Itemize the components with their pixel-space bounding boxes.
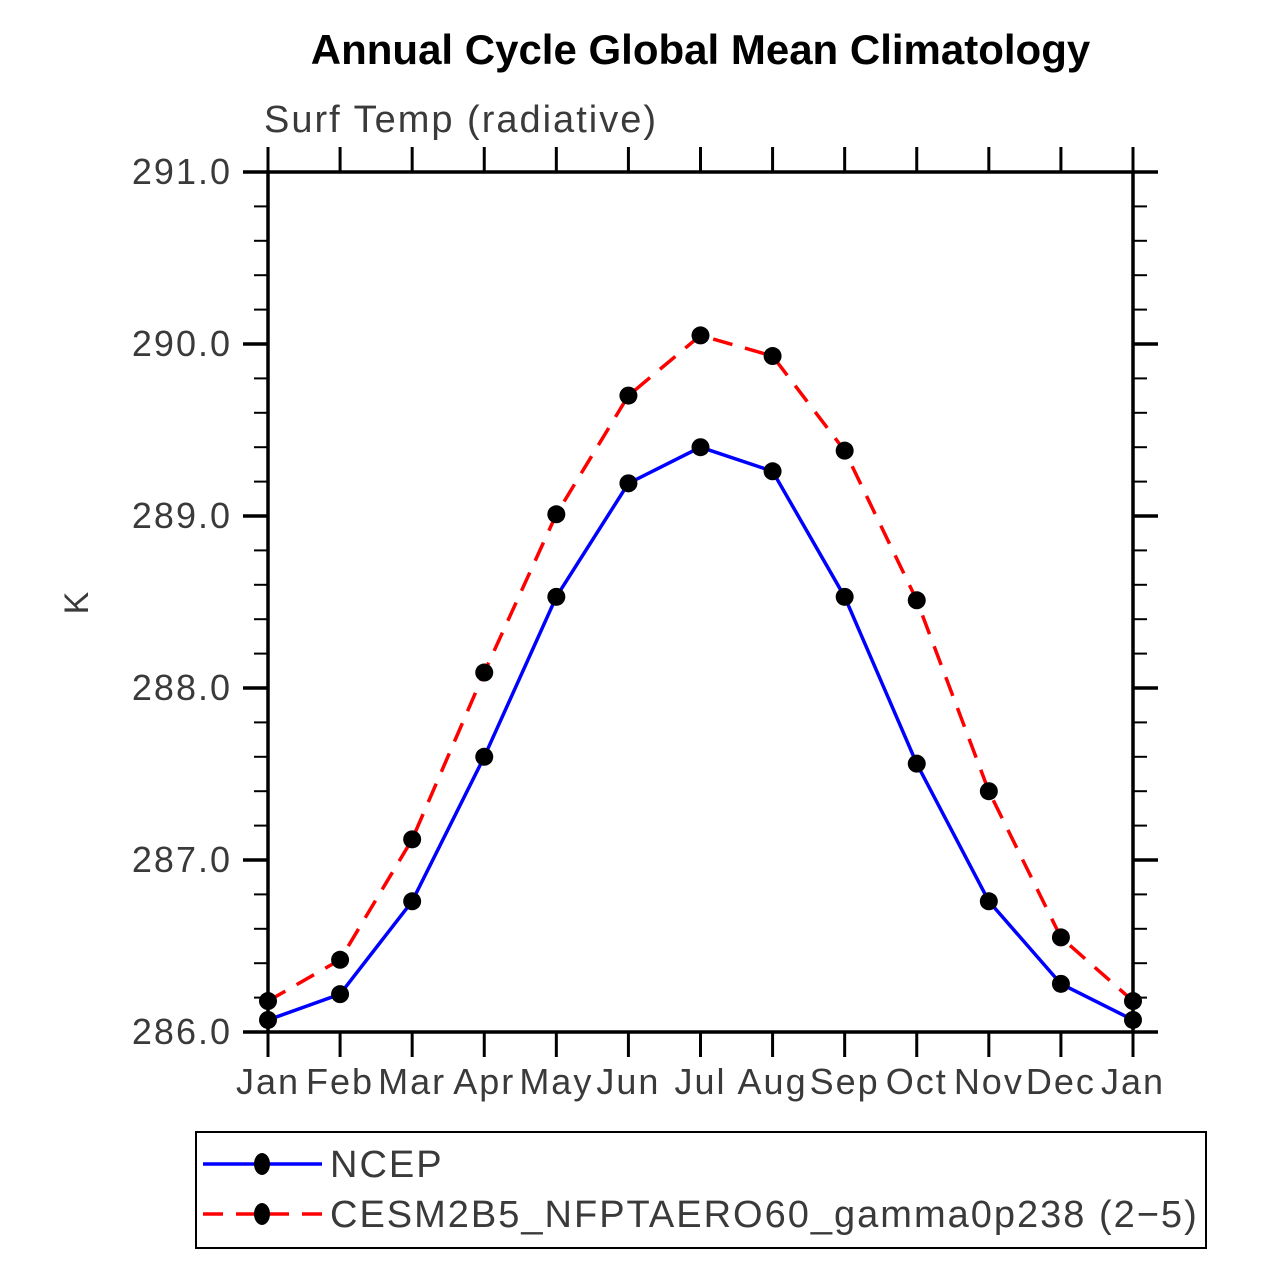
series-marker-0 — [835, 587, 854, 606]
series-marker-0 — [1051, 974, 1070, 993]
x-tick-label: Aug — [738, 1061, 808, 1102]
series-marker-1 — [475, 663, 494, 682]
x-tick-label: Jan — [236, 1061, 300, 1102]
series-marker-0 — [619, 474, 638, 493]
series-marker-0 — [979, 892, 998, 911]
series-marker-1 — [691, 326, 710, 345]
legend-marker-1 — [254, 1203, 270, 1225]
series-marker-1 — [979, 782, 998, 801]
series-marker-1 — [619, 386, 638, 405]
legend-box — [195, 1131, 1207, 1249]
y-tick-label: 290.0 — [132, 323, 232, 364]
series-marker-1 — [907, 591, 926, 610]
x-tick-label: Dec — [1026, 1061, 1096, 1102]
chart-title: Annual Cycle Global Mean Climatology — [311, 26, 1091, 73]
x-tick-label: Jun — [596, 1061, 660, 1102]
series-marker-0 — [547, 587, 566, 606]
x-tick-label: Mar — [378, 1061, 446, 1102]
series-marker-0 — [331, 985, 350, 1004]
legend-label-1: CESM2B5_NFPTAERO60_gamma0p238 (2−5) — [330, 1194, 1199, 1236]
y-tick-label: 291.0 — [132, 151, 232, 192]
x-tick-label: May — [519, 1061, 593, 1102]
x-tick-label: Sep — [810, 1061, 880, 1102]
series-marker-1 — [763, 347, 782, 366]
series-marker-1 — [259, 992, 277, 1011]
legend-label-0: NCEP — [330, 1144, 444, 1186]
x-tick-label: Apr — [453, 1061, 515, 1102]
series-marker-1 — [403, 830, 422, 849]
y-tick-label: 289.0 — [132, 495, 232, 536]
x-tick-label: Jul — [674, 1061, 726, 1102]
series-marker-1 — [1124, 992, 1142, 1011]
series-marker-1 — [547, 505, 566, 524]
series-marker-0 — [259, 1010, 277, 1029]
series-marker-0 — [1124, 1010, 1142, 1029]
series-marker-1 — [331, 950, 350, 969]
series-marker-0 — [763, 462, 782, 481]
x-tick-label: Jan — [1101, 1061, 1165, 1102]
plot-frame — [266, 170, 1135, 1034]
series-marker-1 — [835, 441, 854, 460]
x-tick-label: Nov — [954, 1061, 1024, 1102]
y-tick-label: 287.0 — [132, 839, 232, 880]
y-tick-label: 288.0 — [132, 667, 232, 708]
y-axis-unit-label: K — [58, 590, 96, 615]
series-marker-0 — [475, 747, 494, 766]
x-tick-label: Oct — [886, 1061, 948, 1102]
chart-subtitle: Surf Temp (radiative) — [264, 99, 658, 141]
series-marker-1 — [1051, 928, 1070, 947]
series-marker-0 — [691, 438, 710, 457]
legend-marker-0 — [254, 1153, 270, 1175]
series-marker-0 — [907, 754, 926, 773]
x-tick-label: Feb — [306, 1061, 374, 1102]
y-tick-label: 286.0 — [132, 1011, 232, 1052]
series-marker-0 — [403, 892, 422, 911]
